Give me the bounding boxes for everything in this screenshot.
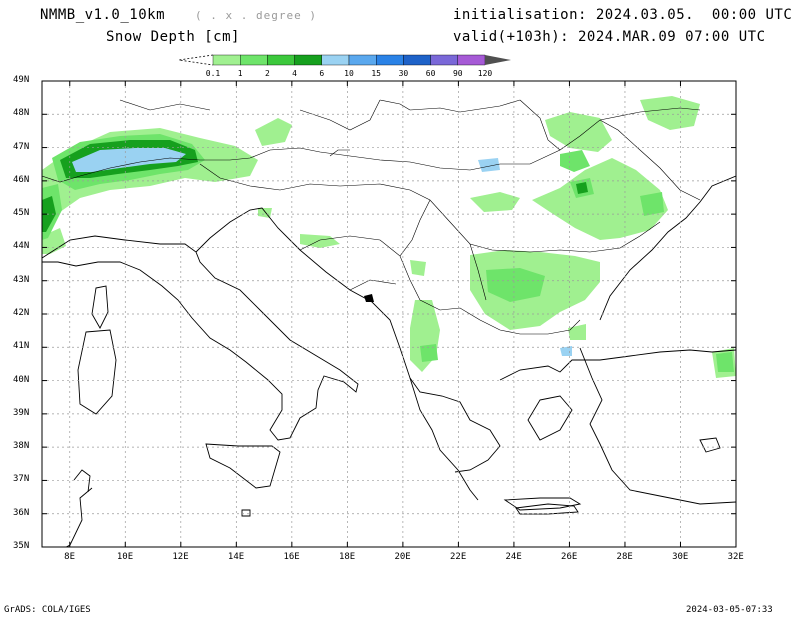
lon-label: 26E [561,552,578,562]
lat-label: 37N [13,474,30,485]
coastlines [42,175,736,547]
lon-label: 12E [172,552,189,562]
colorbar-swatch [403,54,431,66]
lon-label: 16E [283,552,300,562]
colorbar-level-label: 30 [398,69,409,78]
init-time: initialisation: 2024.03.05. 00:00 UTC [453,7,793,23]
colorbar-swatch [430,54,459,66]
colorbar-over-triangle [485,55,511,65]
colorbar-level-label: 4 [292,69,297,78]
lat-label: 45N [13,208,30,219]
field-title: Snow Depth [cm] [106,29,240,45]
colorbar-swatch [321,54,350,66]
lat-label: 42N [13,308,30,318]
lon-label: 18E [338,552,356,562]
lat-label: 43N [13,274,30,285]
model-title: NMMB_v1.0_10km [40,7,166,23]
lon-label: 8E [64,552,75,562]
lon-label: 22E [450,552,467,562]
colorbar-level-label: 2 [264,69,270,78]
colorbar-level-label: 0.1 [205,69,221,78]
lon-label: 20E [394,552,411,562]
lat-label: 48N [13,108,30,119]
map-frame [41,80,737,548]
snow-medium [42,134,734,372]
colorbar-level-label: 15 [371,69,381,78]
lat-label: 36N [13,507,30,518]
grid-note: ( . x . degree ) [195,9,317,22]
colorbar-level-label: 120 [477,69,493,78]
colorbar-level-label: 6 [319,69,325,78]
valid-time: valid(+103h): 2024.MAR.09 07:00 UTC [453,29,766,45]
lon-label: 10E [116,552,134,562]
colorbar-swatch [294,54,323,66]
lat-label: 35N [13,541,30,551]
lat-label: 39N [13,407,30,418]
borders [42,99,701,335]
colorbar-swatch [267,54,295,66]
lon-label: 32E [727,552,744,562]
lat-label: 46N [13,174,30,185]
lat-label: 47N [13,141,30,152]
colorbar-level-label: 60 [425,69,436,78]
colorbar-level-label: 10 [344,69,354,78]
snow-light [42,96,736,378]
colorbar-swatch [212,54,241,66]
colorbar-swatch [348,54,377,66]
lat-label: 44N [13,241,30,252]
colorbar-level-label: 1 [237,69,243,78]
lon-label: 24E [505,552,522,562]
footer-credit: GrADS: COLA/IGES [4,605,91,615]
grid-lines [42,81,736,547]
lon-label: 30E [672,552,689,562]
colorbar-swatch [457,54,486,66]
lat-label: 41N [13,341,30,352]
colorbar [178,54,511,66]
lat-label: 38N [13,441,30,452]
lat-label: 40N [13,374,30,385]
colorbar-under-triangle [178,54,214,66]
colorbar-level-label: 90 [452,69,463,78]
colorbar-swatch [239,54,268,66]
colorbar-swatch [376,54,404,66]
snow-blue [72,148,572,356]
lat-label: 49N [13,75,30,85]
lon-label: 28E [616,552,633,562]
lon-label: 14E [227,552,245,562]
snow-dark [42,140,588,232]
footer-timestamp: 2024-03-05-07:33 [686,605,773,615]
black-mark [364,294,374,302]
